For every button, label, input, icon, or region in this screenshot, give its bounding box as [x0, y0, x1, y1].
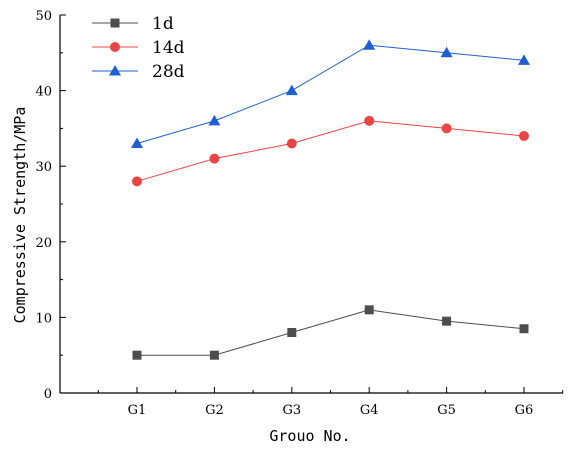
- x-tick-label: G5: [437, 403, 456, 418]
- series-line-1d: [137, 309, 525, 356]
- data-point-14d: [441, 123, 452, 134]
- data-point-1d: [132, 350, 142, 360]
- legend-marker-28d: [109, 65, 121, 76]
- legend-label-14d: 14d: [152, 38, 185, 58]
- data-point-14d: [364, 115, 375, 126]
- x-tick-label: G2: [205, 403, 224, 418]
- data-point-28d: [208, 114, 221, 126]
- x-tick-label: G4: [360, 403, 379, 418]
- legend-marker-14d: [110, 42, 120, 52]
- x-tick-label: G1: [128, 403, 147, 418]
- y-tick-label: 10: [35, 311, 52, 326]
- data-point-1d: [519, 324, 529, 334]
- plot-area: 0 10 20 30 40 50 G1 G2 G3 G4 G5 G6 1d 14d 28d: [35, 9, 564, 418]
- legend-label-28d: 28d: [152, 62, 185, 82]
- data-point-1d: [364, 305, 374, 315]
- data-point-28d: [285, 84, 298, 96]
- y-tick-label: 50: [35, 9, 52, 24]
- series-line-14d: [136, 120, 525, 182]
- y-tick-label: 40: [35, 85, 52, 100]
- y-axis-title: Compressive Strength/MPa: [11, 107, 29, 324]
- data-point-14d: [519, 130, 529, 141]
- data-point-1d: [287, 328, 297, 338]
- data-point-28d: [440, 46, 453, 58]
- legend-label-1d: 1d: [152, 14, 174, 34]
- legend-marker-1d: [110, 18, 120, 28]
- y-tick-label: 30: [35, 160, 52, 175]
- x-axis-title: Grouo No.: [269, 427, 350, 445]
- data-point-28d: [363, 39, 376, 50]
- y-tick-label: 0: [44, 387, 52, 402]
- data-point-14d: [132, 176, 142, 187]
- data-point-28d: [131, 137, 143, 149]
- x-tick-label: G3: [282, 403, 301, 418]
- data-point-1d: [209, 350, 219, 360]
- data-point-14d: [209, 153, 220, 164]
- data-point-14d: [286, 138, 297, 149]
- data-point-28d: [518, 54, 530, 65]
- y-tick-label: 20: [35, 236, 52, 251]
- data-point-1d: [442, 316, 452, 326]
- series-line-28d: [136, 44, 525, 144]
- x-tick-label: G6: [515, 403, 534, 418]
